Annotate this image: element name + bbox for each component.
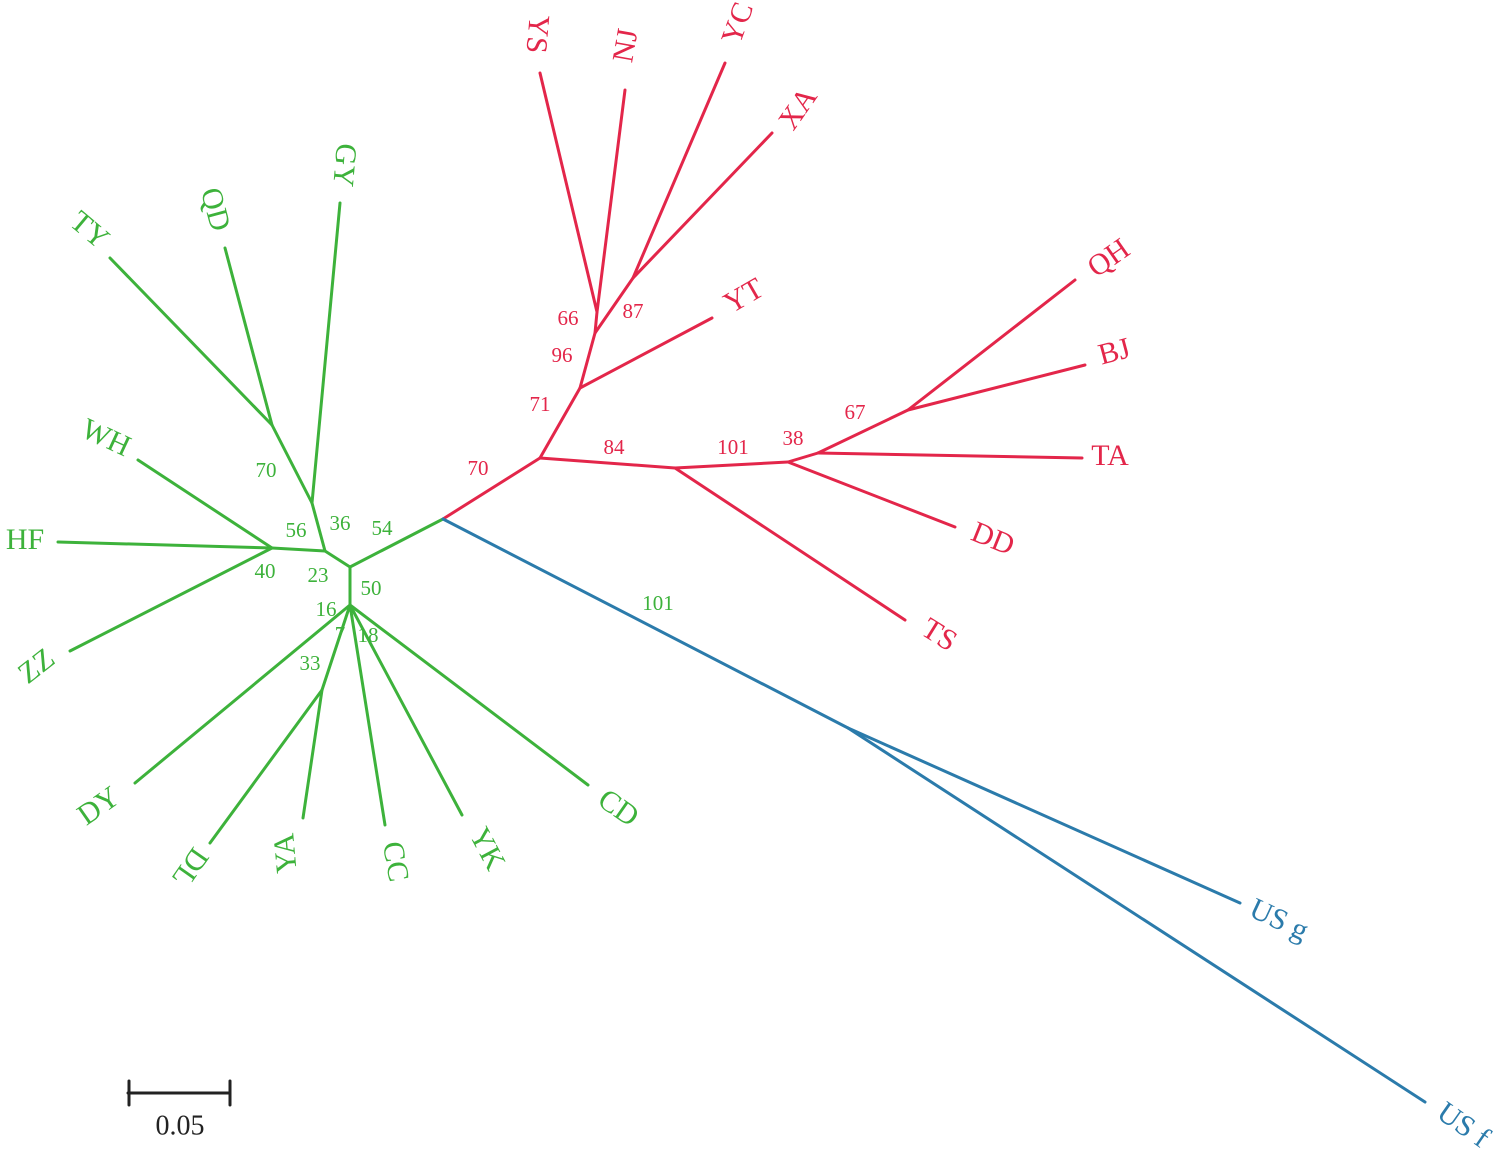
- branch: [208, 688, 324, 845]
- branch: [270, 546, 327, 553]
- branch: [56, 540, 274, 550]
- support-value: 70: [468, 456, 489, 480]
- leaf-label: QD: [194, 184, 237, 234]
- branch: [348, 517, 445, 569]
- leaf-label: XA: [772, 81, 824, 136]
- support-value: 36: [330, 511, 351, 535]
- leaf-label: US f: [1431, 1095, 1496, 1154]
- branch: [816, 451, 1084, 460]
- branch: [68, 546, 274, 653]
- support-value: 16: [316, 597, 337, 621]
- branch: [538, 456, 677, 470]
- branch: [323, 549, 352, 569]
- leaf-label: YK: [463, 822, 513, 876]
- leaf-label: YA: [267, 832, 303, 875]
- leaf-label: YS: [519, 14, 555, 55]
- support-value: 71: [530, 392, 551, 416]
- branch: [595, 88, 627, 314]
- leaf-label: YT: [718, 271, 769, 320]
- support-value: 101: [717, 435, 749, 459]
- support-value: 50: [361, 576, 382, 600]
- leaf-label: NJ: [606, 26, 644, 65]
- branch: [578, 331, 597, 390]
- branch: [310, 201, 342, 505]
- leaf-label: CD: [592, 782, 645, 833]
- support-value: 38: [783, 426, 804, 450]
- support-value: 33: [300, 651, 321, 675]
- branch: [441, 456, 542, 521]
- support-value: 40: [255, 559, 276, 583]
- branch: [133, 603, 352, 785]
- leaf-label: QH: [1081, 232, 1135, 284]
- leaf-label: TA: [1091, 439, 1129, 472]
- leaf-label: TY: [64, 205, 116, 256]
- support-value: 7: [335, 622, 346, 646]
- branch: [310, 501, 327, 553]
- branch: [673, 466, 907, 622]
- branch: [816, 408, 910, 455]
- branch: [846, 726, 1242, 905]
- branch: [136, 458, 274, 550]
- branch: [786, 460, 957, 529]
- support-value: 54: [372, 516, 394, 540]
- leaf-label: DY: [71, 780, 125, 832]
- support-value: 18: [358, 623, 379, 647]
- branch: [348, 603, 464, 817]
- branch: [631, 61, 727, 280]
- support-value: 70: [256, 458, 277, 482]
- branch: [348, 603, 590, 787]
- support-value: 84: [604, 435, 626, 459]
- scale-bar: [126, 1079, 232, 1107]
- branch: [578, 316, 714, 390]
- leaf-label: US g: [1245, 892, 1314, 948]
- support-value: 101: [642, 591, 674, 615]
- branch: [108, 256, 274, 427]
- leaf-label: TS: [916, 612, 963, 659]
- branch: [223, 246, 274, 427]
- support-value: 87: [623, 299, 644, 323]
- leaf-label: WH: [76, 412, 135, 463]
- leaf-label: ZZ: [12, 642, 61, 691]
- support-value: 66: [558, 306, 579, 330]
- support-value: 96: [552, 343, 573, 367]
- support-value: 23: [308, 563, 329, 587]
- leaf-label: DL: [165, 842, 215, 894]
- branch: [593, 310, 599, 335]
- branch: [301, 688, 324, 820]
- branch: [441, 517, 850, 730]
- leaf-label: CC: [376, 839, 415, 884]
- branch: [320, 603, 352, 692]
- leaf-label: GY: [326, 142, 363, 188]
- branch: [906, 278, 1077, 412]
- branch: [270, 423, 314, 505]
- branch: [631, 131, 774, 280]
- branch: [538, 71, 599, 314]
- scale-bar-label: 0.05: [156, 1110, 205, 1141]
- leaf-label: DD: [967, 515, 1020, 562]
- support-value: 67: [845, 400, 866, 424]
- support-value: 56: [286, 518, 307, 542]
- branch: [348, 603, 387, 827]
- branch: [593, 276, 635, 335]
- branch: [673, 460, 790, 470]
- leaf-label: BJ: [1095, 331, 1134, 371]
- branch: [538, 386, 582, 460]
- branch: [786, 451, 820, 464]
- leaf-label: HF: [6, 523, 44, 556]
- leaf-label: YC: [715, 0, 760, 48]
- branch: [846, 726, 1427, 1104]
- branch: [906, 363, 1087, 412]
